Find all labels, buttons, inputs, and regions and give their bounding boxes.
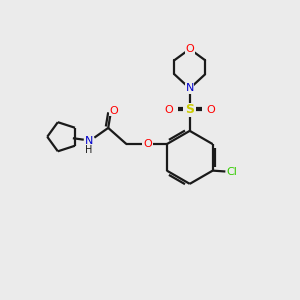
Text: O: O bbox=[109, 106, 118, 116]
Text: H: H bbox=[85, 145, 93, 155]
Text: O: O bbox=[143, 139, 152, 149]
Text: O: O bbox=[206, 105, 215, 115]
Text: O: O bbox=[164, 105, 173, 115]
Text: S: S bbox=[185, 103, 194, 116]
Text: Cl: Cl bbox=[226, 167, 237, 177]
Text: O: O bbox=[185, 44, 194, 54]
Text: N: N bbox=[186, 83, 194, 94]
Text: N: N bbox=[85, 136, 93, 146]
